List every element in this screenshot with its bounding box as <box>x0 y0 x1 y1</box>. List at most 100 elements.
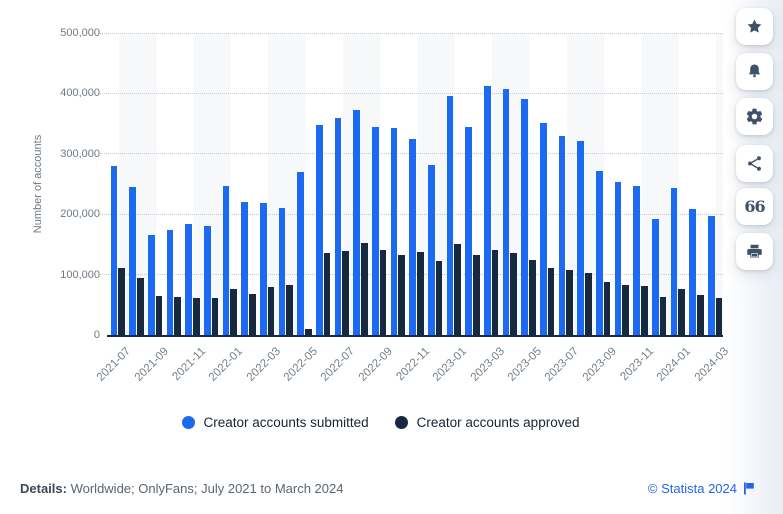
bar-submitted-2023-10[interactable] <box>614 181 622 335</box>
bar-approved-2021-10[interactable] <box>174 296 182 335</box>
x-axis: 2021-07 2021-09 2021-11 2022-01 2022-03 2022-… <box>95 344 731 400</box>
chart-plot-area <box>100 32 723 337</box>
bar-approved-2021-08[interactable] <box>136 277 144 335</box>
bar-submitted-2024-02[interactable] <box>689 208 696 335</box>
x-tick-label: 2022-01 <box>207 345 246 384</box>
y-tick-label: 100,000 <box>60 268 100 281</box>
bar-approved-2022-02[interactable] <box>248 293 256 335</box>
bar-submitted-2023-05[interactable] <box>521 99 528 335</box>
bar-submitted-2021-09[interactable] <box>147 234 155 335</box>
bar-submitted-2023-07[interactable] <box>558 136 566 335</box>
bar-submitted-2023-09[interactable] <box>595 171 603 335</box>
bar-approved-2023-05[interactable] <box>528 260 536 335</box>
bar-approved-2022-08[interactable] <box>360 242 368 335</box>
bar-approved-2021-11[interactable] <box>192 298 200 335</box>
x-tick-label: 2022-07 <box>319 345 358 384</box>
legend-dot-approved <box>394 416 408 429</box>
bar-submitted-2021-08[interactable] <box>129 187 136 335</box>
bar-submitted-2021-07[interactable] <box>110 166 118 335</box>
details-text: Details: Worldwide; OnlyFans; July 2021 … <box>20 481 343 496</box>
x-tick-label: 2022-05 <box>281 345 321 384</box>
bar-approved-2021-07[interactable] <box>118 267 126 335</box>
bar-submitted-2022-04[interactable] <box>278 207 286 335</box>
bar-submitted-2022-06[interactable] <box>315 124 323 335</box>
x-tick-label: 2023-01 <box>431 345 470 384</box>
x-tick-label: 2023-05 <box>505 345 545 384</box>
bar-submitted-2021-11[interactable] <box>185 224 192 335</box>
star-icon[interactable] <box>736 8 773 45</box>
bar-approved-2023-08[interactable] <box>584 272 592 335</box>
bar-submitted-2023-02[interactable] <box>465 126 472 335</box>
bar-submitted-2023-01[interactable] <box>446 95 454 335</box>
bar-submitted-2022-11[interactable] <box>409 139 416 335</box>
bar-approved-2023-11[interactable] <box>640 286 648 335</box>
bar-approved-2022-03[interactable] <box>267 287 275 335</box>
gear-icon[interactable] <box>736 98 773 135</box>
bell-icon[interactable] <box>736 53 773 90</box>
y-tick-label: 300,000 <box>60 147 100 160</box>
gridline <box>100 32 723 34</box>
bar-submitted-2022-05[interactable] <box>297 171 304 335</box>
bar-submitted-2021-12[interactable] <box>203 225 211 335</box>
bar-approved-2022-06[interactable] <box>323 253 331 335</box>
bar-approved-2023-09[interactable] <box>603 282 611 335</box>
bar-approved-2022-09[interactable] <box>379 249 387 335</box>
y-tick-label: 200,000 <box>60 208 100 221</box>
bar-approved-2022-10[interactable] <box>398 254 406 335</box>
bar-submitted-2022-10[interactable] <box>390 128 398 335</box>
y-tick-label: 0 <box>93 329 100 341</box>
statista-copyright-link[interactable]: © Statista 2024 <box>648 481 755 496</box>
x-tick-label: 2023-09 <box>580 345 619 384</box>
bar-approved-2021-12[interactable] <box>211 298 219 335</box>
bar-submitted-2023-11[interactable] <box>633 185 640 335</box>
bar-approved-2023-07[interactable] <box>566 269 574 335</box>
bar-submitted-2023-03[interactable] <box>483 86 491 335</box>
y-tick-label: 400,000 <box>60 87 100 100</box>
bar-approved-2023-03[interactable] <box>491 250 499 335</box>
copyright-text: © Statista 2024 <box>647 481 737 496</box>
printer-icon[interactable] <box>736 233 773 270</box>
bar-approved-2022-11[interactable] <box>416 252 424 335</box>
bar-submitted-2024-03[interactable] <box>707 216 715 335</box>
bar-submitted-2022-08[interactable] <box>353 109 360 335</box>
bar-approved-2023-10[interactable] <box>622 285 630 335</box>
bar-approved-2022-01[interactable] <box>230 288 238 335</box>
bar-submitted-2022-09[interactable] <box>371 127 379 335</box>
bar-submitted-2024-01[interactable] <box>670 187 678 335</box>
bar-submitted-2023-06[interactable] <box>539 123 547 335</box>
bar-submitted-2021-10[interactable] <box>166 229 174 335</box>
bar-submitted-2022-01[interactable] <box>222 186 230 335</box>
x-tick-label: 2022-09 <box>356 345 395 384</box>
bar-approved-2022-05[interactable] <box>304 328 312 335</box>
bar-approved-2023-02[interactable] <box>472 255 480 335</box>
bar-approved-2024-03[interactable] <box>715 297 723 335</box>
bar-submitted-2023-12[interactable] <box>651 219 659 335</box>
quote-icon[interactable]: 66 <box>736 188 773 225</box>
x-tick-label: 2023-03 <box>468 345 507 384</box>
bar-submitted-2022-02[interactable] <box>241 201 248 335</box>
bar-approved-2022-12[interactable] <box>435 261 443 335</box>
y-axis: 0 100,000 200,000 300,000 400,000 500,000 <box>30 27 100 341</box>
details-label: Details: <box>20 481 67 496</box>
bar-submitted-2022-12[interactable] <box>427 165 435 335</box>
legend-label: Creator accounts submitted <box>203 415 369 430</box>
bar-approved-2023-04[interactable] <box>510 252 518 335</box>
bar-approved-2023-01[interactable] <box>454 243 462 335</box>
bar-approved-2024-02[interactable] <box>696 295 704 335</box>
bar-approved-2023-12[interactable] <box>659 296 667 335</box>
bar-approved-2024-01[interactable] <box>678 288 686 335</box>
x-tick-label: 2021-09 <box>132 345 171 384</box>
bar-approved-2022-04[interactable] <box>286 285 294 335</box>
bar-approved-2022-07[interactable] <box>342 251 350 335</box>
legend-label: Creator accounts approved <box>416 415 580 430</box>
bar-approved-2021-09[interactable] <box>155 295 163 335</box>
share-icon[interactable] <box>736 145 773 182</box>
bar-submitted-2023-08[interactable] <box>577 141 584 335</box>
bar-submitted-2023-04[interactable] <box>502 89 510 335</box>
bar-approved-2023-06[interactable] <box>547 267 555 335</box>
legend-item-approved: Creator accounts approved <box>394 415 580 430</box>
x-tick-label: 2022-03 <box>244 345 283 384</box>
bar-submitted-2022-03[interactable] <box>259 203 267 335</box>
bar-submitted-2022-07[interactable] <box>334 117 342 335</box>
